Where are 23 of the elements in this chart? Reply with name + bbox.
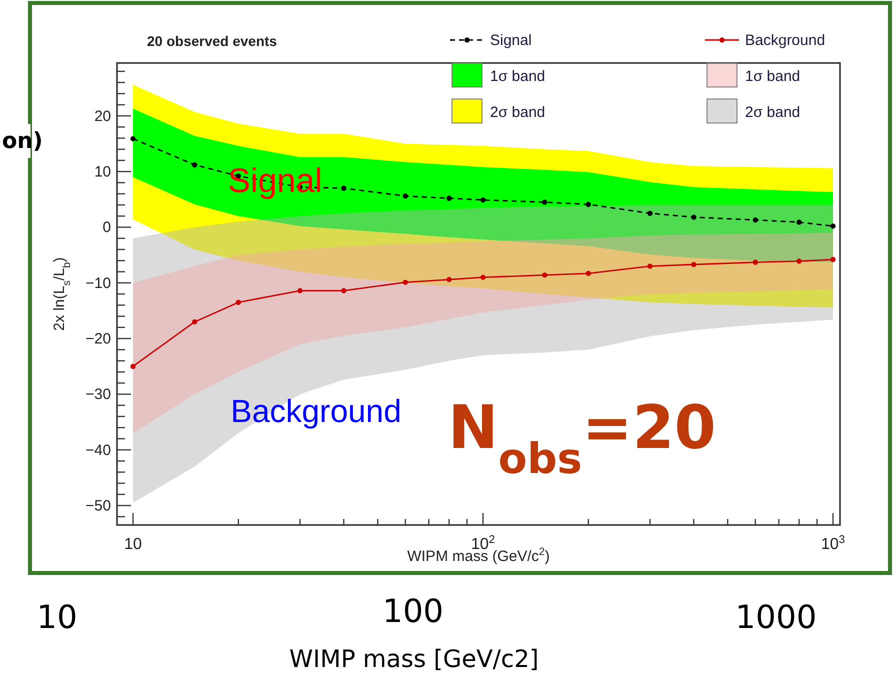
y-tick-label: −50 xyxy=(86,498,111,515)
y-tick-label: −20 xyxy=(86,330,111,348)
x-tick-label: 10$^{3}$ xyxy=(821,534,846,553)
text: 1000 xyxy=(735,598,817,636)
annotation: Background xyxy=(230,393,402,429)
text: 100 xyxy=(382,592,444,630)
legend-label: 1σ band xyxy=(490,68,546,85)
y-tick-label: −40 xyxy=(86,442,111,459)
legend-label: 2σ band xyxy=(745,104,800,121)
legend-label: 1σ band xyxy=(745,68,800,85)
text: WIMP mass [GeV/c2] xyxy=(289,645,539,673)
y-tick-label: −10 xyxy=(86,274,111,292)
legend-label: Background xyxy=(745,32,826,49)
legend-label: 2σ band xyxy=(490,104,546,121)
y-tick-label: −30 xyxy=(86,386,111,404)
y-tick-label: 0 xyxy=(102,219,111,236)
x-tick-label: 10 xyxy=(124,536,142,553)
text: 10 xyxy=(36,598,78,636)
y-tick-label: 20 xyxy=(94,108,111,125)
legend-label: Signal xyxy=(490,32,532,49)
y-tick-label: 10 xyxy=(94,164,111,181)
annotation: N$_{obs}$=20 xyxy=(448,393,716,482)
chart-title: 20 observed events xyxy=(147,33,278,49)
